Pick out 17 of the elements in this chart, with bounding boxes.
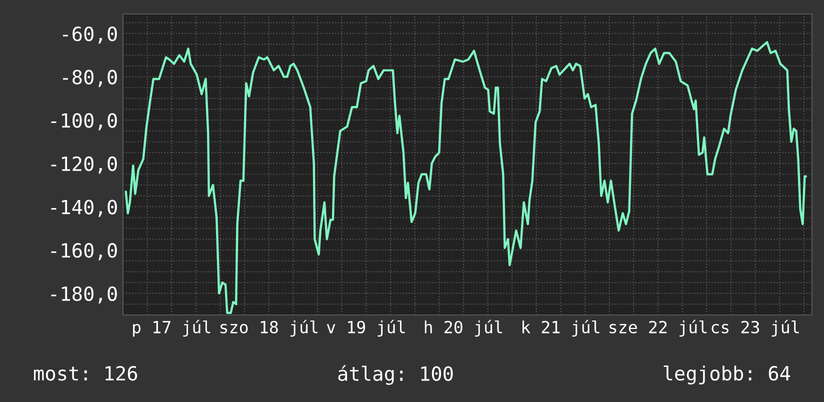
x-tick-label: p 17 júl bbox=[133, 320, 210, 337]
x-tick-label: v 19 júl bbox=[326, 320, 405, 337]
x-tick-label: szo 18 júl bbox=[220, 320, 318, 337]
y-tick-label: -180,0 bbox=[51, 286, 117, 304]
x-tick-label: k 21 júl bbox=[522, 320, 600, 337]
y-tick-label: -60,0 bbox=[62, 26, 117, 44]
y-tick-label: -100,0 bbox=[51, 113, 117, 130]
y-tick-label: -160,0 bbox=[51, 243, 117, 260]
x-tick-label: cs 23 júl bbox=[712, 320, 799, 337]
text: legjobb: 64 bbox=[664, 365, 790, 385]
text: most: 126 bbox=[34, 366, 138, 381]
text: átlag: 100 bbox=[338, 365, 453, 385]
x-tick-label: sze 22 júl bbox=[610, 320, 707, 337]
x-tick-label: h 20 júl bbox=[424, 320, 502, 337]
y-tick-label: -80,0 bbox=[62, 70, 117, 87]
y-tick-label: -140,0 bbox=[51, 200, 117, 217]
y-tick-label: -120,0 bbox=[51, 156, 117, 174]
